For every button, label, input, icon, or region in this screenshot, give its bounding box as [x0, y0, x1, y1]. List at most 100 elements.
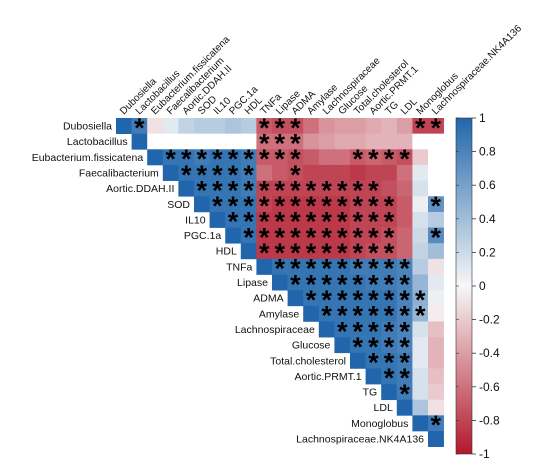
row-label-adma: ADMA	[253, 293, 283, 305]
significance-star: *	[384, 191, 395, 221]
heatmap-cell-aortic-ddah-ii-tg	[381, 180, 398, 197]
colorbar-tick-label: -0.6	[479, 380, 500, 394]
significance-star: *	[212, 175, 223, 205]
significance-star: *	[290, 254, 301, 284]
heatmap-cell-il10-pgc-1a	[225, 211, 242, 228]
heatmap-cell-hdl-tg	[381, 243, 398, 260]
heatmap-cell-lipase-lipase	[272, 274, 288, 291]
heatmap-cell-il10-il10	[209, 211, 226, 228]
heatmap-cell-hdl-hdl	[240, 243, 257, 260]
heatmap-cell-lactobacillus-total-cholesterol	[350, 133, 366, 150]
significance-star: *	[259, 222, 270, 252]
heatmap-cell-eubacterium-fissicatena-adma	[287, 149, 304, 166]
significance-star: *	[368, 316, 379, 346]
heatmap-cell-monoglobus-monoglobus	[412, 415, 429, 432]
significance-star: *	[384, 363, 395, 393]
heatmap-cells	[116, 118, 444, 447]
row-label-tnfa: TNFa	[226, 261, 252, 273]
heatmap-cell-il10-adma	[287, 211, 304, 228]
heatmap-cell-amylase-glucose	[334, 305, 351, 322]
heatmap-cell-faecalibacterium-amylase	[303, 164, 320, 181]
significance-star: *	[306, 191, 317, 221]
heatmap-cell-lactobacillus-lactobacillus	[131, 133, 148, 150]
heatmap-cell-aortic-ddah-ii-lipase	[272, 180, 288, 197]
significance-star: *	[399, 144, 410, 174]
heatmap-cell-lipase-aortic-prmt-1	[365, 274, 382, 291]
significance-star: *	[353, 191, 364, 221]
significance-star: *	[368, 332, 379, 362]
significance-star: *	[353, 254, 364, 284]
heatmap-cell-aortic-ddah-ii-tnfa	[256, 180, 273, 197]
significance-star: *	[181, 144, 192, 174]
significance-star: *	[197, 175, 208, 205]
heatmap-cell-aortic-prmt-1-monoglobus	[412, 368, 429, 385]
significance-star: *	[431, 113, 442, 143]
row-label-lactobacillus: Lactobacillus	[67, 136, 128, 148]
heatmap-cell-pgc-1a-ldl	[396, 227, 413, 244]
row-label-aortic-prmt-1: Aortic.PRMT.1	[294, 371, 361, 383]
heatmap-cell-total-cholesterol-aortic-prmt-1	[365, 352, 382, 369]
heatmap-cell-dubosiella-hdl	[240, 118, 257, 134]
significance-star: *	[259, 175, 270, 205]
significance-star: *	[275, 128, 286, 158]
row-label-pgc-1a: PGC.1a	[184, 230, 222, 242]
significance-star: *	[415, 285, 426, 315]
heatmap-cell-il10-hdl	[240, 211, 257, 228]
heatmap-cell-lactobacillus-tg	[381, 133, 398, 150]
column-labels: DubosiellaLactobacillusEubacterium.fissi…	[118, 23, 524, 117]
heatmap-cell-lipase-lachnospiraceae-nk4a136	[428, 274, 444, 291]
heatmap-cell-hdl-lachnospiraceae	[318, 243, 335, 260]
heatmap-cell-pgc-1a-tnfa	[256, 227, 273, 244]
heatmap-cell-eubacterium-fissicatena-monoglobus	[412, 149, 429, 166]
significance-star: *	[399, 269, 410, 299]
significance-star: *	[321, 191, 332, 221]
heatmap-cell-lactobacillus-glucose	[334, 133, 351, 150]
significance-star: *	[134, 113, 145, 143]
significance-star: *	[399, 301, 410, 331]
heatmap-cell-faecalibacterium-lipase	[272, 164, 288, 181]
heatmap-cell-eubacterium-fissicatena-aortic-ddah-ii	[178, 149, 195, 166]
heatmap-cell-hdl-lachnospiraceae-nk4a136	[428, 243, 444, 260]
heatmap-cell-dubosiella-lachnospiraceae	[318, 118, 335, 134]
significance-markers: * * * * * ** * ** * * * * * * * * * * * ** * * * * ** * * * * * * * * * * *…	[134, 113, 441, 440]
heatmap-cell-eubacterium-fissicatena-pgc-1a	[225, 149, 242, 166]
heatmap-cell-aortic-ddah-ii-monoglobus	[412, 180, 429, 197]
heatmap-cell-ldl-lachnospiraceae-nk4a136	[428, 399, 444, 416]
heatmap-cell-eubacterium-fissicatena-ldl	[396, 149, 413, 166]
heatmap-cell-aortic-ddah-ii-ldl	[396, 180, 413, 197]
significance-star: *	[353, 222, 364, 252]
significance-star: *	[337, 285, 348, 315]
heatmap-cell-lipase-adma	[287, 274, 304, 291]
heatmap-cell-lactobacillus-amylase	[303, 133, 320, 150]
heatmap-cell-dubosiella-lipase	[272, 118, 288, 134]
significance-star: *	[353, 238, 364, 268]
heatmap-cell-sod-amylase	[303, 196, 320, 213]
heatmap-cell-eubacterium-fissicatena-total-cholesterol	[350, 149, 366, 166]
heatmap-cell-aortic-prmt-1-tg	[381, 368, 398, 385]
heatmap-cell-dubosiella-aortic-prmt-1	[365, 118, 382, 134]
heatmap-cell-il10-lachnospiraceae-nk4a136	[428, 211, 444, 228]
significance-star: *	[368, 191, 379, 221]
heatmap-cell-dubosiella-faecalibacterium	[162, 118, 179, 134]
heatmap-cell-eubacterium-fissicatena-hdl	[240, 149, 257, 166]
heatmap-cell-faecalibacterium-total-cholesterol	[350, 164, 366, 181]
row-label-hdl: HDL	[216, 246, 237, 258]
heatmap-cell-eubacterium-fissicatena-faecalibacterium	[162, 149, 179, 166]
significance-star: *	[321, 238, 332, 268]
heatmap-cell-glucose-monoglobus	[412, 337, 429, 354]
significance-star: *	[243, 207, 254, 237]
heatmap-cell-aortic-prmt-1-aortic-prmt-1	[365, 368, 382, 385]
heatmap-cell-glucose-glucose	[334, 337, 351, 354]
heatmap-cell-tnfa-total-cholesterol	[350, 258, 366, 275]
heatmap-cell-pgc-1a-tg	[381, 227, 398, 244]
heatmap-cell-lactobacillus-ldl	[396, 133, 413, 150]
heatmap-cell-sod-total-cholesterol	[350, 196, 366, 213]
heatmap-cell-lachnospiraceae-lachnospiraceae-nk4a136	[428, 321, 444, 338]
heatmap-cell-lactobacillus-il10	[209, 133, 226, 150]
significance-star: *	[399, 348, 410, 378]
heatmap-cell-aortic-ddah-ii-glucose	[334, 180, 351, 197]
significance-star: *	[275, 238, 286, 268]
heatmap-cell-aortic-ddah-ii-lachnospiraceae-nk4a136	[428, 180, 444, 197]
heatmap-cell-amylase-ldl	[396, 305, 413, 322]
